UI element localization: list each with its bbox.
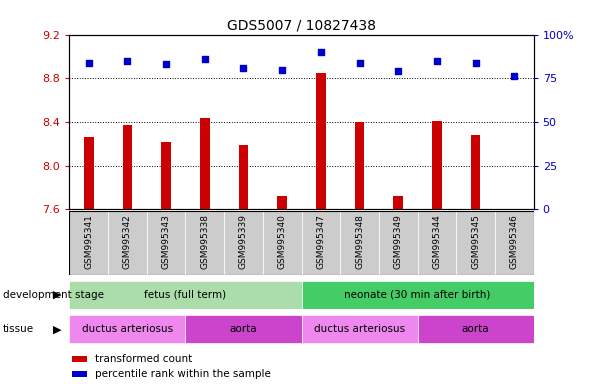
Text: GSM995339: GSM995339 [239, 214, 248, 269]
Point [393, 68, 403, 74]
Bar [186, 316, 302, 343]
Text: GSM995338: GSM995338 [200, 214, 209, 269]
Text: neonate (30 min after birth): neonate (30 min after birth) [344, 290, 491, 300]
Bar [200, 118, 210, 209]
Text: GSM995343: GSM995343 [162, 214, 171, 269]
Bar [456, 211, 495, 275]
Bar [161, 142, 171, 209]
Bar [69, 281, 302, 309]
Text: percentile rank within the sample: percentile rank within the sample [95, 369, 271, 379]
Bar [302, 281, 534, 309]
Bar [340, 211, 379, 275]
Bar [302, 211, 340, 275]
Bar [263, 211, 302, 275]
Point [200, 56, 210, 62]
Point [316, 49, 326, 55]
Point [84, 60, 93, 66]
Text: ductus arteriosus: ductus arteriosus [82, 324, 173, 334]
Bar [393, 196, 403, 209]
Bar [379, 211, 417, 275]
Text: GSM995346: GSM995346 [510, 214, 519, 269]
Bar [72, 356, 87, 362]
Bar [302, 316, 417, 343]
Bar [432, 121, 442, 209]
Text: tissue: tissue [3, 324, 34, 334]
Text: GSM995347: GSM995347 [317, 214, 326, 269]
Title: GDS5007 / 10827438: GDS5007 / 10827438 [227, 18, 376, 32]
Point [161, 61, 171, 67]
Text: aorta: aorta [462, 324, 490, 334]
Text: GSM995340: GSM995340 [277, 214, 286, 269]
Bar [239, 145, 248, 209]
Point [277, 66, 287, 73]
Text: ▶: ▶ [53, 290, 62, 300]
Text: transformed count: transformed count [95, 354, 192, 364]
Bar [277, 196, 287, 209]
Text: GSM995342: GSM995342 [123, 214, 132, 269]
Text: GSM995348: GSM995348 [355, 214, 364, 269]
Bar [72, 371, 87, 377]
Text: GSM995344: GSM995344 [432, 214, 441, 269]
Text: GSM995349: GSM995349 [394, 214, 403, 269]
Bar [122, 125, 132, 209]
Point [432, 58, 442, 64]
Bar [316, 73, 326, 209]
Point [355, 60, 364, 66]
Bar [355, 122, 364, 209]
Point [510, 73, 519, 79]
Text: ▶: ▶ [53, 324, 62, 334]
Bar [417, 316, 534, 343]
Bar [69, 211, 108, 275]
Bar [186, 211, 224, 275]
Text: fetus (full term): fetus (full term) [144, 290, 227, 300]
Bar [471, 135, 481, 209]
Point [122, 58, 132, 64]
Bar [108, 211, 147, 275]
Point [471, 60, 481, 66]
Text: GSM995341: GSM995341 [84, 214, 93, 269]
Bar [84, 137, 93, 209]
Bar [147, 211, 186, 275]
Text: aorta: aorta [230, 324, 257, 334]
Point [239, 65, 248, 71]
Text: GSM995345: GSM995345 [471, 214, 480, 269]
Bar [417, 211, 456, 275]
Text: development stage: development stage [3, 290, 104, 300]
Bar [495, 211, 534, 275]
Bar [69, 316, 186, 343]
Bar [224, 211, 263, 275]
Text: ductus arteriosus: ductus arteriosus [314, 324, 405, 334]
